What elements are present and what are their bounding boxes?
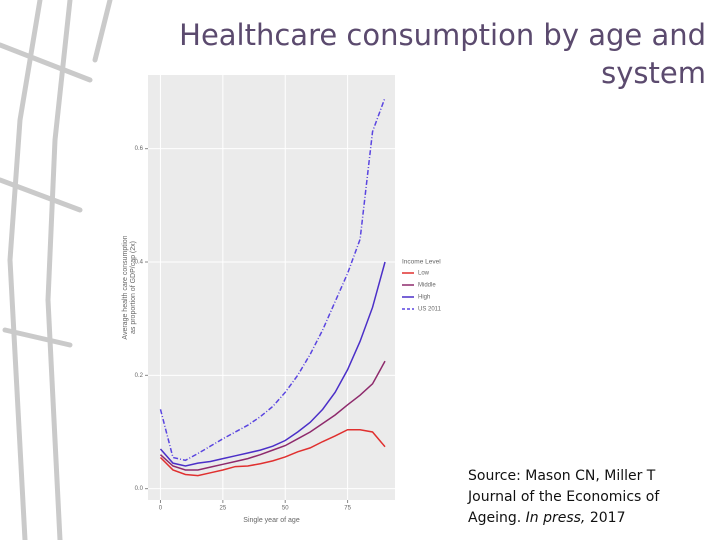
plot-background bbox=[148, 75, 395, 500]
y-tick-label: 0.0 bbox=[135, 486, 144, 492]
y-tick-label: 0.2 bbox=[135, 373, 144, 379]
legend-title: Income Level bbox=[402, 259, 441, 266]
source: Source: Mason CN, Miller T Journal of th… bbox=[468, 466, 708, 529]
y-axis-label: Average health care consumption bbox=[122, 235, 129, 339]
x-tick-label: 0 bbox=[159, 506, 163, 512]
source-italic: In press, bbox=[525, 510, 586, 526]
x-tick-label: 25 bbox=[220, 506, 227, 512]
x-axis-label: Single year of age bbox=[243, 517, 300, 524]
source-year: 2017 bbox=[589, 510, 626, 526]
source-text: Source: Mason CN, Miller T Journal of th… bbox=[468, 468, 660, 526]
legend-label: High bbox=[418, 295, 430, 301]
y-tick-label: 0.4 bbox=[135, 260, 144, 266]
legend-label: US 2011 bbox=[418, 307, 442, 313]
x-tick-label: 75 bbox=[344, 506, 351, 512]
y-axis-label: as proportion of GDP/cap (2x) bbox=[130, 241, 137, 334]
line bbox=[159, 360, 386, 471]
x-tick-label: 50 bbox=[282, 506, 289, 512]
slide-title: Healthcare consumption by age and system bbox=[179, 18, 706, 90]
legend-label: Middle bbox=[418, 283, 436, 289]
legend-label: Low bbox=[418, 271, 430, 277]
y-tick-label: 0.6 bbox=[135, 146, 144, 152]
line bbox=[159, 428, 386, 477]
line bbox=[159, 261, 386, 467]
